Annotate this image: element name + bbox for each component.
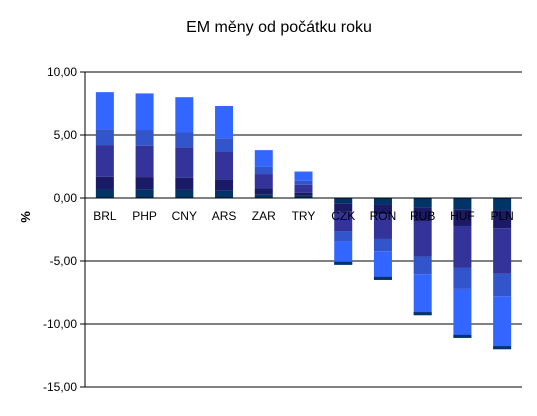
axes — [84, 72, 522, 387]
bar-segment — [493, 228, 512, 274]
bar-segment — [175, 177, 194, 190]
bar-try — [294, 171, 313, 198]
bar-segment — [95, 145, 114, 177]
category-label: ARS — [212, 209, 237, 223]
category-label: BRL — [93, 209, 117, 223]
bar-ron — [373, 198, 392, 280]
bar-segment — [95, 129, 114, 146]
bar-segment — [334, 198, 353, 204]
y-tick-label: 10,00 — [47, 65, 77, 79]
category-label: CNY — [172, 209, 197, 223]
bar-segment — [135, 189, 154, 198]
bar-cap — [334, 261, 353, 265]
bar-segment — [453, 267, 472, 289]
bar-segment — [294, 192, 313, 196]
bar-segment — [294, 195, 313, 198]
bar-segment — [215, 179, 234, 191]
bar-czk — [334, 198, 353, 265]
bar-segment — [294, 180, 313, 185]
chart-title: EM měny od počátku roku — [186, 19, 372, 36]
bar-cap — [493, 346, 512, 350]
y-tick-labels: 10,00 5,00 0,00 -5,00 -10,00 -15,00 — [43, 65, 77, 394]
bar-segment — [254, 188, 273, 195]
bar-segment — [413, 221, 432, 257]
bar-segment — [373, 251, 392, 280]
bar-rub — [413, 198, 432, 316]
bar-segment — [135, 145, 154, 178]
bar-zar — [254, 150, 273, 198]
bar-segment — [453, 198, 472, 210]
y-tick-label: -5,00 — [50, 254, 78, 268]
category-label: HUF — [450, 209, 475, 223]
bar-segment — [373, 238, 392, 252]
bar-segment — [215, 152, 234, 180]
bar-segment — [135, 93, 154, 131]
bar-segment — [95, 176, 114, 190]
bar-segment — [254, 150, 273, 167]
bar-segment — [373, 214, 392, 239]
bar-segment — [135, 130, 154, 146]
bar-segment — [215, 106, 234, 139]
bar-segment — [493, 198, 512, 211]
bar-segment — [294, 171, 313, 181]
y-tick-label: 5,00 — [54, 128, 78, 142]
bar-segment — [493, 296, 512, 350]
bar-segment — [215, 138, 234, 153]
bar-segment — [175, 132, 194, 148]
bar-segment — [493, 273, 512, 297]
category-label: PHP — [132, 209, 157, 223]
bar-segment — [175, 189, 194, 198]
bar-huf — [453, 198, 472, 338]
bar-brl — [95, 92, 114, 198]
bar-segment — [493, 210, 512, 229]
bar-php — [135, 93, 154, 198]
category-label: PLN — [490, 209, 513, 223]
bar-segment — [215, 190, 234, 198]
bar-cny — [175, 97, 194, 198]
category-label: TRY — [292, 209, 316, 223]
bar-segment — [294, 184, 313, 193]
bars — [95, 92, 512, 350]
bar-segment — [413, 274, 432, 316]
y-axis-label: % — [18, 211, 33, 223]
bar-segment — [373, 204, 392, 215]
bar-pln — [493, 198, 512, 350]
category-label: CZK — [331, 209, 355, 223]
bar-cap — [373, 276, 392, 280]
bar-segment — [254, 194, 273, 198]
y-tick-label: 0,00 — [54, 191, 78, 205]
category-label: RON — [370, 209, 397, 223]
bar-segment — [95, 189, 114, 198]
bar-segment — [413, 198, 432, 208]
category-labels: BRL PHP CNY ARS ZAR TRY CZK RON RUB HUF PLN — [93, 209, 514, 223]
bar-segment — [453, 225, 472, 268]
bar-ars — [215, 106, 234, 198]
category-label: ZAR — [252, 209, 276, 223]
bar-segment — [175, 97, 194, 133]
bar-segment — [453, 288, 472, 338]
bar-segment — [334, 231, 353, 242]
category-label: RUB — [410, 209, 435, 223]
bar-cap — [453, 334, 472, 338]
bar-segment — [254, 174, 273, 189]
bar-cap — [413, 312, 432, 316]
bar-segment — [453, 209, 472, 226]
bar-segment — [175, 147, 194, 178]
bar-segment — [413, 207, 432, 222]
bar-segment — [254, 166, 273, 175]
bar-segment — [95, 92, 114, 130]
bar-segment — [413, 256, 432, 275]
y-tick-label: -15,00 — [43, 380, 77, 394]
bar-segment — [373, 198, 392, 205]
bar-segment — [334, 203, 353, 212]
y-tick-label: -10,00 — [43, 317, 77, 331]
bar-segment — [334, 211, 353, 232]
bar-segment — [334, 241, 353, 265]
bar-segment — [135, 177, 154, 190]
